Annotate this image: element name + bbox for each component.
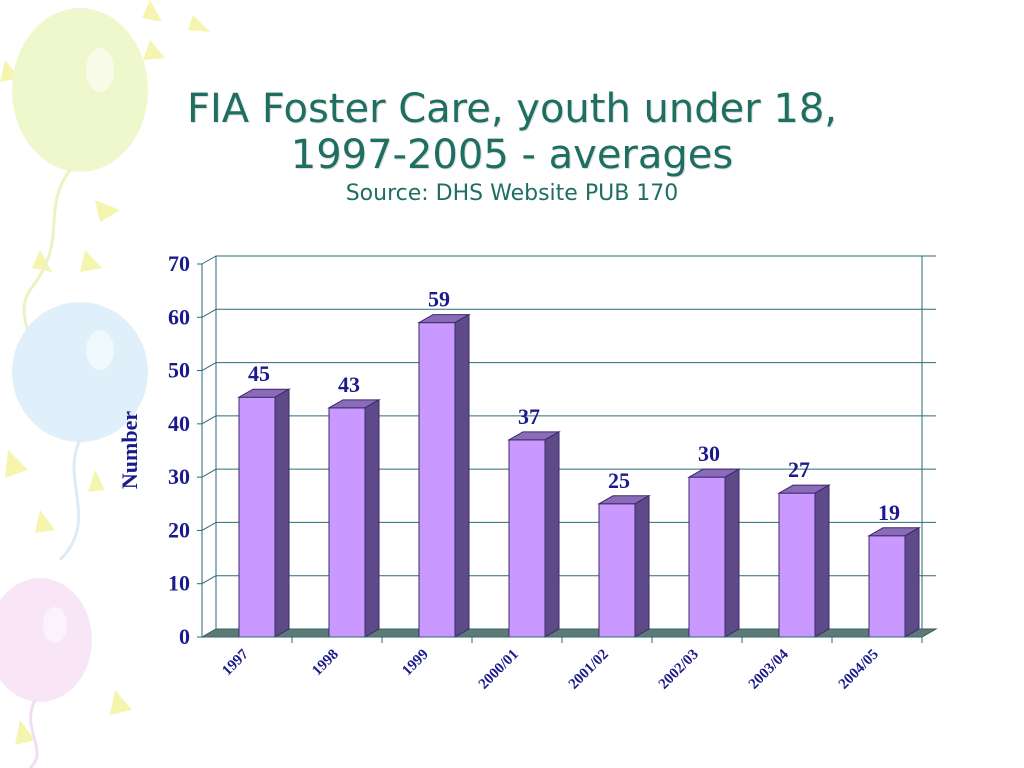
bar-front — [688, 476, 726, 638]
gridline-side — [201, 308, 217, 318]
bar-front — [778, 492, 816, 638]
data-label: 27 — [788, 457, 810, 482]
slide-subtitle: Source: DHS Website PUB 170 — [345, 181, 679, 206]
decor-ray — [142, 0, 162, 22]
bar-front — [328, 407, 366, 638]
data-label: 19 — [878, 500, 900, 525]
gridline-side — [201, 521, 217, 531]
y-tick-label: 40 — [168, 411, 190, 436]
decor-ray — [188, 15, 210, 32]
decor-ray — [110, 690, 132, 715]
bar-front — [418, 322, 456, 638]
bar-side — [454, 313, 470, 638]
bar-side — [634, 494, 650, 638]
gridline-side — [201, 362, 217, 372]
decor-ray — [95, 200, 120, 222]
decor-ray — [5, 450, 28, 478]
x-tick-label: 1997 — [219, 646, 252, 679]
y-tick-label: 0 — [179, 624, 190, 649]
plot-back-wall — [215, 255, 923, 630]
balloon-green — [12, 8, 148, 172]
decor-ray — [143, 40, 165, 60]
balloon-string — [28, 699, 39, 768]
bar-front — [508, 439, 546, 638]
x-tick-label: 2002/03 — [656, 647, 702, 693]
decor-ray — [15, 720, 35, 745]
decor-ray — [35, 510, 55, 533]
decor-ray — [80, 250, 102, 272]
data-label: 30 — [698, 441, 720, 466]
bar-side — [364, 399, 380, 638]
data-label: 59 — [428, 287, 450, 312]
bar — [507, 430, 561, 638]
balloon-pink-shine — [43, 607, 67, 643]
slide-title-line-2: 1997-2005 - averages — [290, 132, 734, 178]
y-tick-label: 70 — [168, 251, 190, 276]
x-tick-label: 1999 — [399, 647, 432, 680]
x-tick-label: 1998 — [309, 647, 342, 680]
bar-side — [274, 388, 290, 638]
bar — [417, 313, 471, 638]
bar — [867, 526, 921, 638]
balloon-blue — [12, 302, 148, 442]
bar — [597, 494, 651, 638]
data-label: 25 — [608, 468, 630, 493]
gridline-side — [201, 468, 217, 478]
gridline-side — [201, 255, 217, 265]
x-tick-label: 2000/01 — [476, 647, 522, 693]
decor-ray — [88, 470, 105, 492]
slide-title-line-1: FIA Foster Care, youth under 18, — [187, 86, 837, 132]
bar-side — [904, 526, 920, 638]
bar-front — [238, 396, 276, 638]
balloon-string — [58, 439, 82, 562]
data-label: 37 — [518, 404, 540, 429]
data-label: 43 — [338, 372, 360, 397]
y-tick-label: 30 — [168, 464, 190, 489]
balloon-pink — [0, 578, 92, 702]
y-tick-label: 20 — [168, 517, 190, 542]
y-tick-label: 60 — [168, 304, 190, 329]
x-tick-label: 2001/02 — [566, 647, 612, 693]
bar-side — [814, 484, 830, 638]
decor-ray — [32, 250, 52, 272]
y-tick-label: 10 — [168, 571, 190, 596]
balloon-blue-shine — [86, 330, 114, 370]
gridline-side — [201, 415, 217, 425]
slide-title-block: FIA Foster Care, youth under 18, 1997-20… — [0, 86, 1024, 208]
bar — [237, 388, 291, 638]
bar — [687, 468, 741, 638]
data-label: 45 — [248, 361, 270, 386]
bar-front — [598, 503, 636, 638]
bar-side — [544, 430, 560, 638]
x-tick-label: 2004/05 — [836, 647, 882, 693]
y-axis-label: Number — [117, 411, 142, 489]
bar-side — [724, 468, 740, 638]
x-tick-label: 2003/04 — [746, 646, 792, 692]
balloon-green-shine — [86, 48, 114, 92]
bar — [327, 399, 381, 638]
gridline-side — [201, 575, 217, 585]
bar-front — [868, 535, 906, 638]
bar — [777, 484, 831, 638]
y-tick-label: 50 — [168, 358, 190, 383]
